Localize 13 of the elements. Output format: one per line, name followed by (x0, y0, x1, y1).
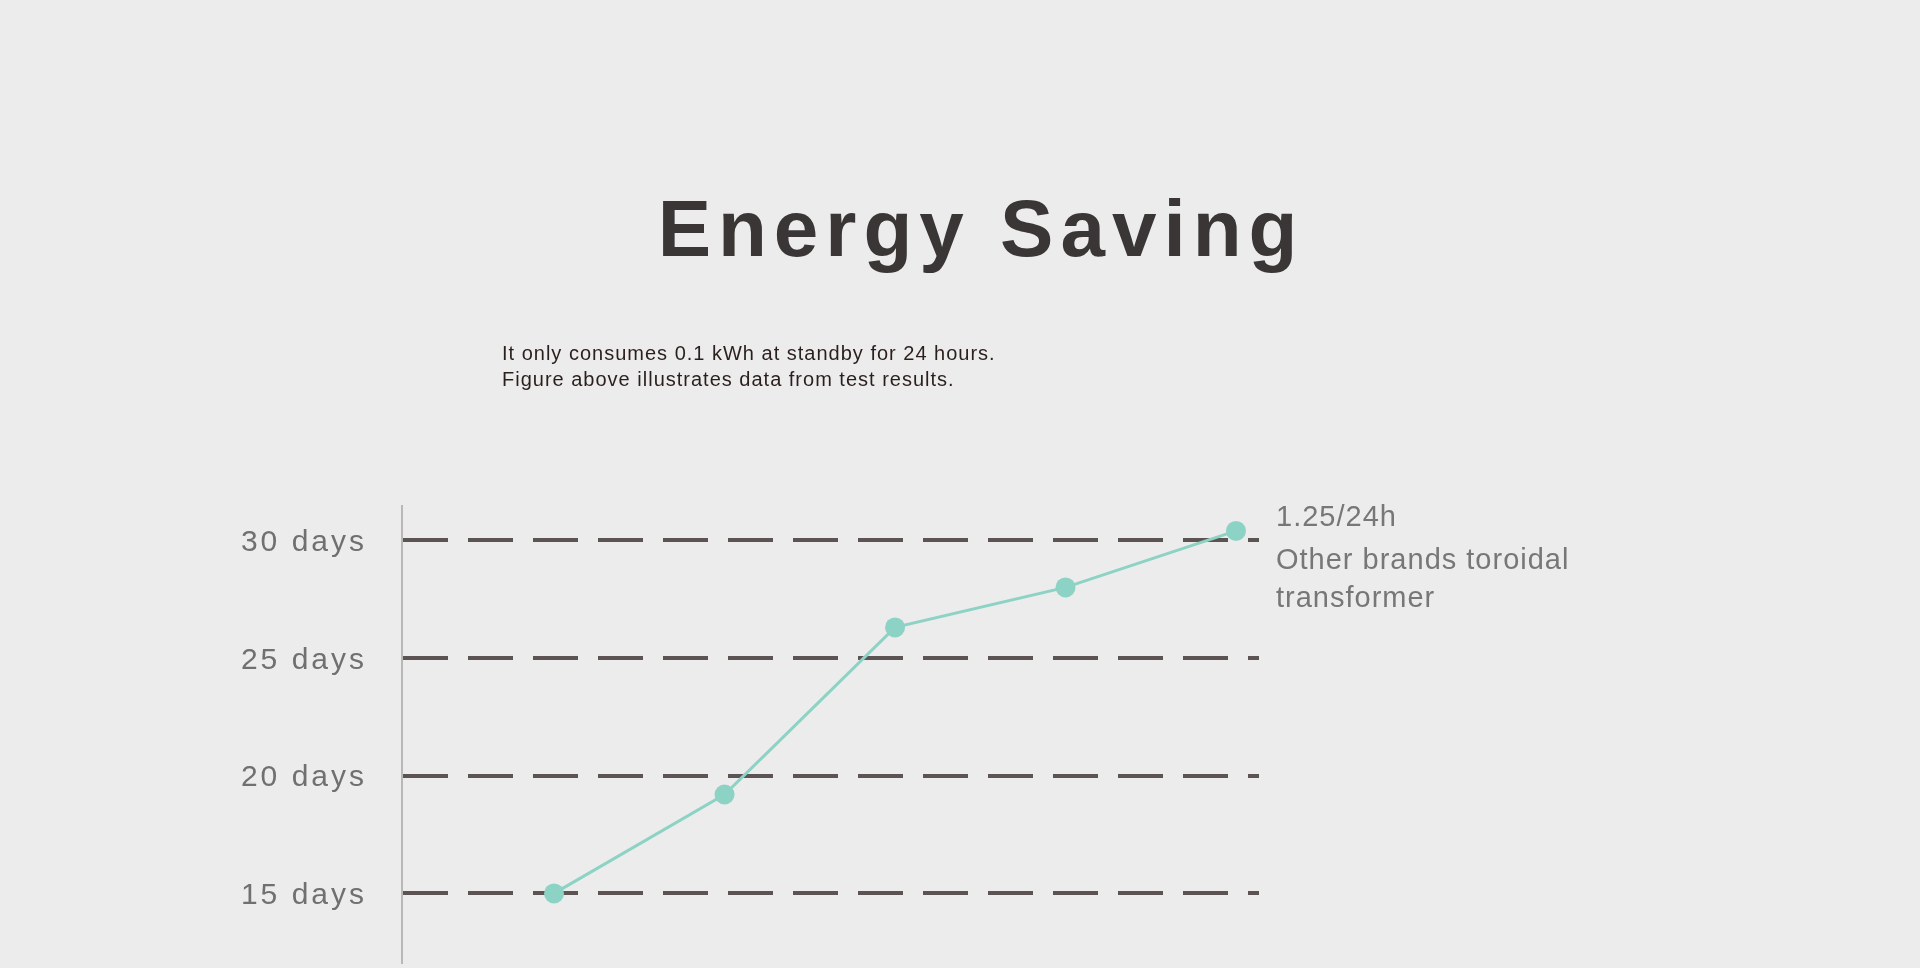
y-tick-label: 20 days (240, 759, 367, 793)
series-label: Other brands toroidal transformer (1276, 543, 1570, 613)
point (885, 617, 906, 638)
point (544, 883, 565, 904)
point (714, 784, 735, 805)
y-tick-label: 30 days (240, 523, 367, 557)
y-tick-label: 25 days (240, 641, 367, 675)
chart-subtitle: It only consumes 0.1 kWh at standby for 24 hours. Figure above illustrates data from test results. (502, 342, 996, 390)
point (1055, 577, 1076, 598)
point (1225, 520, 1246, 541)
text: 1.25/24h (1276, 500, 1397, 532)
y-tick-label: 15 days (240, 876, 367, 910)
chart-title: Energy Saving (657, 184, 1305, 273)
